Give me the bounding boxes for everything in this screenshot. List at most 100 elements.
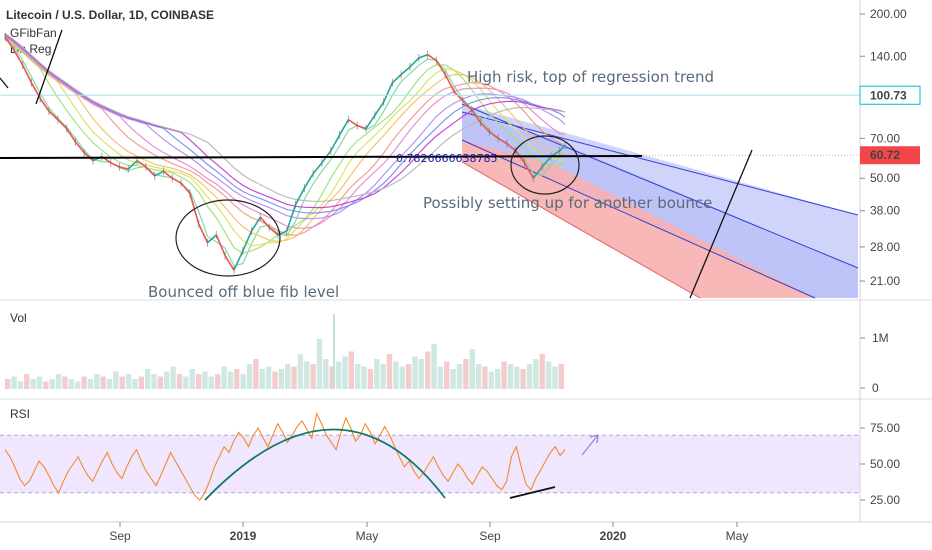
volume-bar bbox=[469, 349, 475, 389]
volume-bar bbox=[291, 366, 297, 389]
volume-bar bbox=[533, 359, 539, 389]
volume-bar bbox=[240, 374, 246, 389]
price-segment bbox=[83, 152, 94, 162]
fib-upper-band bbox=[462, 112, 858, 298]
price-segment bbox=[462, 100, 473, 111]
volume-bar bbox=[49, 379, 55, 389]
price-tick-label: 21.00 bbox=[870, 274, 900, 288]
price-segment bbox=[427, 53, 437, 62]
rsi-arc bbox=[204, 428, 446, 501]
rsi-arrow-shaft bbox=[581, 434, 599, 456]
trend-line-right bbox=[689, 149, 753, 299]
volume-bar bbox=[106, 379, 113, 389]
fib-line-2 bbox=[461, 111, 859, 216]
annotation-high-risk: High risk, top of regression trend bbox=[467, 68, 714, 86]
volume-bar bbox=[119, 376, 125, 389]
price-segment bbox=[409, 57, 420, 68]
volume-bar bbox=[297, 354, 304, 389]
volume-bar bbox=[94, 374, 100, 389]
indicator-gfibfan-label[interactable]: GFibFan bbox=[10, 26, 57, 40]
time-tick-label: May bbox=[356, 529, 379, 543]
volume-bar bbox=[495, 369, 501, 389]
price-tick-label: 38.00 bbox=[870, 204, 900, 218]
volume-bar bbox=[456, 364, 463, 389]
volume-bar bbox=[227, 371, 234, 389]
volume-bar bbox=[62, 376, 68, 389]
price-segment bbox=[127, 160, 138, 170]
time-tick-label: Sep bbox=[479, 529, 501, 543]
price-segment bbox=[374, 101, 385, 116]
volume-bar bbox=[272, 371, 278, 389]
volume-bar bbox=[482, 366, 488, 389]
volume-bar bbox=[164, 371, 170, 389]
volume-bar bbox=[514, 366, 520, 389]
annotation-bounce-setup: Possibly setting up for another bounce bbox=[423, 194, 712, 212]
ma-ribbon-line bbox=[4, 39, 566, 267]
price-segment bbox=[13, 49, 24, 66]
price-segment bbox=[506, 142, 517, 152]
price-tick-label: 70.00 bbox=[870, 131, 900, 145]
volume-bar bbox=[246, 364, 253, 389]
volume-bar bbox=[444, 361, 450, 389]
volume-bar bbox=[310, 364, 316, 389]
volume-bar bbox=[265, 366, 272, 389]
time-tick-label: Sep bbox=[109, 529, 131, 543]
volume-bar bbox=[234, 369, 240, 389]
time-tick-label: May bbox=[726, 529, 749, 543]
volume-bar bbox=[361, 366, 367, 389]
volume-bar bbox=[501, 361, 507, 389]
price-segment bbox=[180, 182, 191, 194]
volume-bar bbox=[145, 369, 151, 389]
volume-bar bbox=[335, 361, 342, 389]
price-segment bbox=[206, 234, 217, 244]
volume-bar bbox=[450, 369, 456, 389]
volume-bar bbox=[215, 374, 221, 389]
time-tick-label: 2020 bbox=[600, 529, 627, 543]
price-segment bbox=[400, 66, 411, 76]
price-segment bbox=[215, 234, 226, 257]
price-segment bbox=[312, 162, 323, 175]
circle-bounce-now bbox=[510, 135, 580, 195]
rsi-divergence-line bbox=[509, 486, 556, 499]
price-segment bbox=[294, 187, 306, 206]
volume-bar bbox=[316, 339, 323, 389]
volume-bar bbox=[374, 359, 380, 389]
price-segment bbox=[4, 36, 15, 51]
volume-pane: Vol 1M 0 bbox=[5, 311, 889, 395]
price-series bbox=[4, 32, 566, 275]
volume-bar bbox=[355, 364, 361, 389]
fib-fan-fills bbox=[461, 103, 859, 299]
rsi-pane-label: RSI bbox=[10, 407, 30, 421]
volume-bar bbox=[342, 356, 348, 389]
volume-bar bbox=[399, 366, 405, 389]
price-segment bbox=[197, 223, 209, 244]
ma-ribbon-line bbox=[4, 32, 566, 202]
volume-bar bbox=[278, 369, 284, 389]
price-segment bbox=[286, 204, 297, 232]
ma-ribbon-line bbox=[4, 37, 566, 242]
volume-bar bbox=[183, 376, 189, 389]
volume-bar bbox=[488, 371, 494, 389]
volume-bar bbox=[189, 369, 195, 389]
volume-bar bbox=[552, 366, 558, 389]
rsi-tick-label: 25.00 bbox=[870, 493, 900, 507]
price-tick-label: 100.73 bbox=[870, 88, 907, 102]
volume-bar bbox=[157, 376, 164, 389]
price-segment bbox=[488, 131, 499, 140]
price-segment bbox=[136, 159, 147, 168]
price-tick-label: 28.00 bbox=[870, 240, 900, 254]
price-segment bbox=[250, 216, 262, 232]
volume-bar bbox=[259, 369, 265, 389]
price-segment bbox=[532, 166, 543, 179]
price-badge-last bbox=[860, 146, 920, 165]
rsi-line bbox=[4, 411, 566, 501]
fib-level-label: 0.7826666638785 bbox=[396, 152, 497, 165]
price-segment bbox=[110, 161, 120, 168]
volume-tick-label: 0 bbox=[872, 381, 879, 395]
price-segment bbox=[224, 255, 235, 271]
ma-ribbon-line bbox=[4, 33, 566, 209]
price-segment bbox=[382, 82, 394, 103]
volume-bar bbox=[526, 364, 533, 389]
price-segment bbox=[356, 124, 367, 130]
